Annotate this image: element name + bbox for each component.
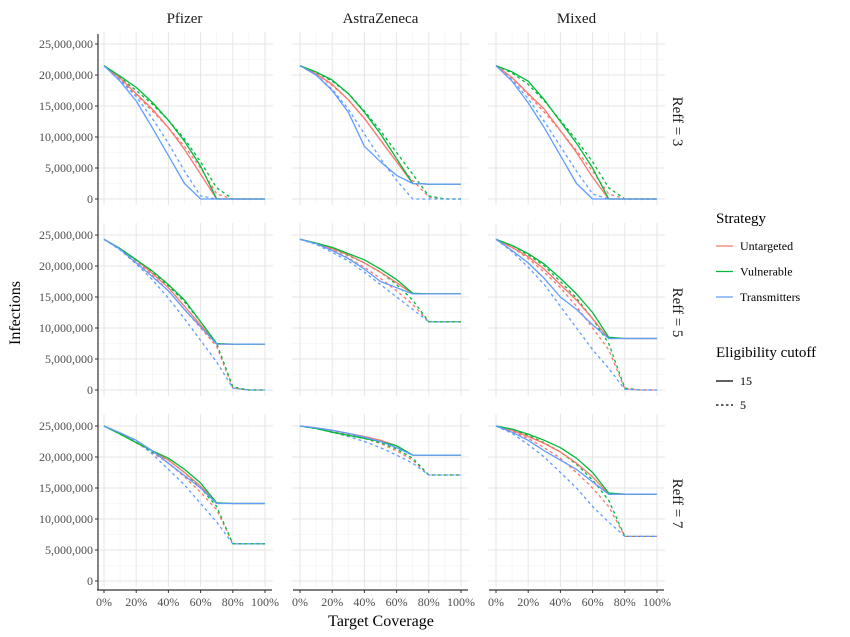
facet-row-label: Reff = 3	[669, 97, 685, 147]
facet-row-label: Reff = 7	[669, 479, 685, 529]
y-tick-label: 25,000,000	[39, 37, 93, 51]
x-tick-label: 80%	[222, 595, 244, 609]
y-tick-label: 15,000,000	[39, 481, 93, 495]
x-tick-label: 0%	[292, 595, 308, 609]
panel	[103, 238, 265, 391]
x-tick-label: 80%	[418, 595, 440, 609]
y-tick-label: 25,000,000	[39, 228, 93, 242]
series-line-untargeted-cutoff-5	[103, 238, 265, 391]
facet-column-label: Pfizer	[167, 11, 203, 27]
series-line-transmitters-cutoff-5	[495, 238, 657, 391]
panel-grid	[292, 223, 469, 396]
y-axis-title: Infections	[7, 281, 24, 345]
y-tick-label: 20,000,000	[39, 68, 93, 82]
y-tick-label: 20,000,000	[39, 450, 93, 464]
x-tick-label: 40%	[157, 595, 179, 609]
facet-column-label: AstraZeneca	[343, 11, 419, 27]
y-tick-label: 10,000,000	[39, 512, 93, 526]
series-line-transmitters-cutoff-15	[299, 65, 461, 185]
panel-grid	[292, 414, 469, 587]
panel	[103, 65, 265, 200]
y-tick-label: 25,000,000	[39, 419, 93, 433]
y-tick-label: 15,000,000	[39, 290, 93, 304]
series-line-transmitters-cutoff-15	[103, 425, 265, 505]
series-line-transmitters-cutoff-15	[495, 238, 657, 340]
x-tick-label: 20%	[517, 595, 539, 609]
x-tick-label: 100%	[251, 595, 279, 609]
legend-label-cutoff-5: 5	[740, 398, 746, 412]
series-line-vulnerable-cutoff-5	[299, 238, 461, 323]
series-line-untargeted-cutoff-5	[299, 65, 461, 200]
series-line-transmitters-cutoff-5	[495, 425, 657, 538]
x-tick-label: 80%	[614, 595, 636, 609]
legend-label-cutoff-15: 15	[740, 374, 752, 388]
legend-label-vulnerable: Vulnerable	[740, 265, 793, 279]
y-tick-label: 20,000,000	[39, 259, 93, 273]
x-tick-label: 40%	[549, 595, 571, 609]
panel-grid	[96, 223, 273, 396]
y-tick-label: 0	[87, 383, 93, 397]
series-line-transmitters-cutoff-15	[495, 425, 657, 495]
legend-cutoff-title: Eligibility cutoff	[716, 345, 816, 361]
panel-grid	[96, 414, 273, 587]
legend-strategy-title: Strategy	[716, 211, 766, 227]
panel	[495, 65, 657, 200]
x-tick-label: 60%	[190, 595, 212, 609]
series-line-transmitters-cutoff-5	[103, 425, 265, 545]
y-tick-label: 5,000,000	[45, 161, 93, 175]
y-tick-label: 15,000,000	[39, 99, 93, 113]
y-tick-label: 5,000,000	[45, 543, 93, 557]
panel-grid	[488, 32, 665, 205]
legend-label-untargeted: Untargeted	[740, 239, 793, 253]
x-tick-label: 100%	[447, 595, 475, 609]
y-tick-label: 0	[87, 192, 93, 206]
panel-grid	[96, 32, 273, 205]
x-tick-label: 20%	[321, 595, 343, 609]
x-axis-title: Target Coverage	[328, 613, 434, 630]
panel	[299, 65, 461, 200]
panels: 0 5,000,000 10,000,000 15,000,000 20,000,000…	[39, 11, 685, 609]
series-line-transmitters-cutoff-15	[103, 65, 265, 200]
facet-row-label: Reff = 5	[669, 288, 685, 338]
x-tick-label: 60%	[582, 595, 604, 609]
x-tick-label: 0%	[96, 595, 112, 609]
panel	[299, 425, 461, 476]
series-line-transmitters-cutoff-15	[495, 65, 657, 200]
series-line-vulnerable-cutoff-5	[495, 425, 657, 538]
series-line-transmitters-cutoff-15	[103, 238, 265, 345]
legend: Strategy Eligibility cutoff Untargeted Vu…	[716, 211, 816, 412]
panel	[299, 238, 461, 323]
x-tick-label: 40%	[353, 595, 375, 609]
y-tick-label: 10,000,000	[39, 130, 93, 144]
panel	[495, 238, 657, 391]
series-line-transmitters-cutoff-5	[299, 425, 461, 476]
x-tick-label: 0%	[488, 595, 504, 609]
panel	[103, 425, 265, 545]
x-tick-label: 60%	[386, 595, 408, 609]
panel	[495, 425, 657, 538]
series-line-transmitters-cutoff-15	[299, 238, 461, 295]
x-tick-label: 100%	[643, 595, 671, 609]
y-tick-label: 10,000,000	[39, 321, 93, 335]
series-line-untargeted-cutoff-5	[299, 238, 461, 323]
legend-label-transmitters: Transmitters	[740, 290, 801, 304]
panel-grid	[488, 223, 665, 396]
panel-grid	[488, 414, 665, 587]
x-tick-label: 20%	[125, 595, 147, 609]
facet-column-label: Mixed	[557, 11, 597, 27]
panel-grid	[292, 32, 469, 205]
y-tick-label: 5,000,000	[45, 352, 93, 366]
series-line-transmitters-cutoff-15	[299, 425, 461, 456]
y-tick-label: 0	[87, 574, 93, 588]
series-line-untargeted-cutoff-5	[495, 238, 657, 391]
